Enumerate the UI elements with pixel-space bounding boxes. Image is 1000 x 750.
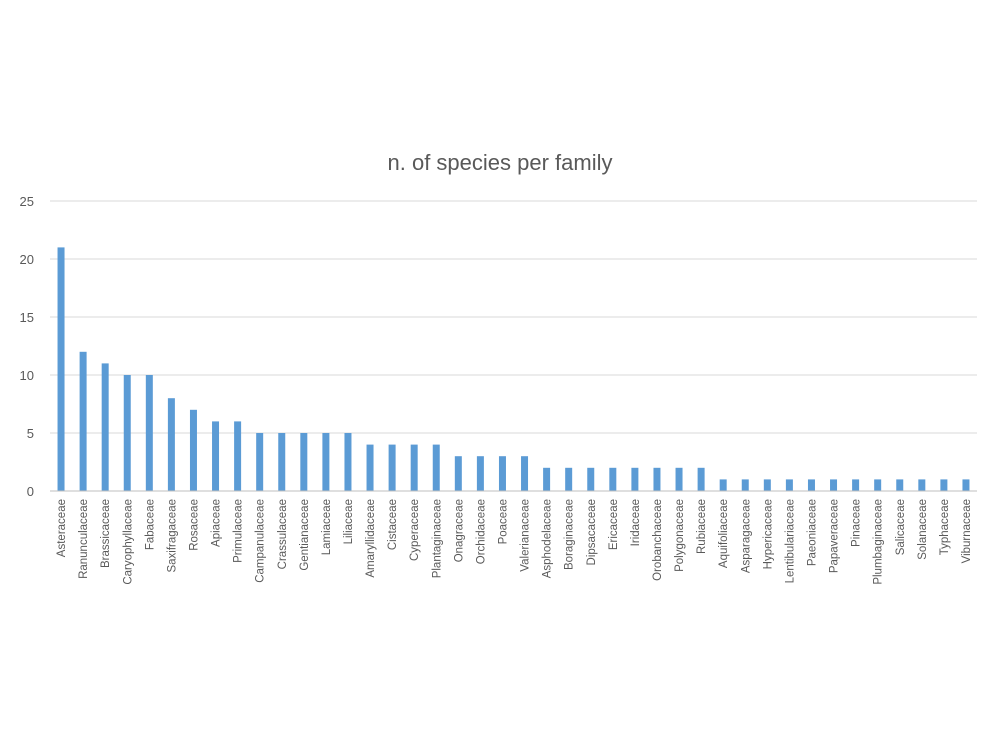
x-tick-label: Dipsacaceae xyxy=(586,499,598,565)
x-tick-label: Plumbaginaceae xyxy=(873,499,885,585)
bar-caryophyllaceae xyxy=(123,375,131,491)
x-tick-label: Ericaceae xyxy=(608,499,620,550)
y-tick-label: 5 xyxy=(27,426,34,441)
bar-paeoniaceae xyxy=(807,479,815,491)
bar-plantaginaceae xyxy=(432,444,440,491)
bar-campanulaceae xyxy=(256,433,264,491)
bar-primulaceae xyxy=(234,421,242,491)
bar-plumbaginaceae xyxy=(874,479,882,491)
bar-hypericaceae xyxy=(763,479,771,491)
bar-fabaceae xyxy=(145,375,153,491)
bar-asphodelaceae xyxy=(543,467,551,491)
bar-asparagaceae xyxy=(741,479,749,491)
x-tick-label: Papaveraceae xyxy=(829,499,841,573)
bar-cistaceae xyxy=(388,444,396,491)
x-tick-label: Plantaginaceae xyxy=(431,499,443,578)
x-tick-label: Iridaceae xyxy=(630,499,642,546)
bar-ericaceae xyxy=(609,467,617,491)
y-tick-label: 25 xyxy=(20,194,34,209)
x-tick-label: Asparagaceae xyxy=(740,499,752,573)
x-tick-label: Fabaceae xyxy=(144,499,156,550)
gridlines xyxy=(50,200,977,434)
x-tick-label: Caryophyllaceae xyxy=(122,499,134,585)
x-tick-label: Asphodelaceae xyxy=(542,499,554,578)
x-tick-label: Rosaceae xyxy=(188,499,200,551)
y-tick-label: 10 xyxy=(20,368,34,383)
bar-brassicaceae xyxy=(101,363,109,491)
y-axis-ticks: 0 5 10 15 20 25 xyxy=(20,194,34,499)
x-tick-label: Brassicaceae xyxy=(100,499,112,568)
bar-asteraceae xyxy=(57,247,65,491)
x-tick-label: Lentibulariaceae xyxy=(784,499,796,583)
x-tick-label: Onagraceae xyxy=(453,499,465,562)
bar-onagraceae xyxy=(454,456,462,491)
bar-lentibulariaceae xyxy=(785,479,793,491)
x-tick-label: Saxifragaceae xyxy=(166,499,178,573)
bar-rosaceae xyxy=(189,409,197,491)
x-tick-label: Orchidaceae xyxy=(475,499,487,564)
x-tick-label: Gentianaceae xyxy=(299,499,311,571)
x-tick-label: Lamiaceae xyxy=(321,499,333,555)
x-tick-label: Valerianaceae xyxy=(520,499,532,572)
bar-pinaceae xyxy=(852,479,860,491)
chart-title: n. of species per family xyxy=(388,150,613,175)
x-tick-label: Solanaceae xyxy=(917,499,929,560)
x-tick-label: Typhaceae xyxy=(939,499,951,555)
y-tick-label: 20 xyxy=(20,252,34,267)
bar-saxifragaceae xyxy=(167,398,175,491)
bar-liliaceae xyxy=(344,433,352,491)
x-tick-label: Poaceae xyxy=(497,499,509,544)
x-tick-label: Aquifoliaceae xyxy=(718,499,730,568)
x-tick-label: Cistaceae xyxy=(387,499,399,550)
bars xyxy=(57,247,970,491)
bar-lamiaceae xyxy=(322,433,330,491)
x-tick-label: Hypericaceae xyxy=(762,499,774,569)
bar-gentianaceae xyxy=(300,433,308,491)
x-tick-label: Crassulaceae xyxy=(277,499,289,569)
bar-cyperaceae xyxy=(410,444,418,491)
x-tick-label: Apiaceae xyxy=(211,499,223,547)
x-tick-label: Paeoniaceae xyxy=(806,499,818,566)
bar-apiaceae xyxy=(212,421,220,491)
bar-dipsacaceae xyxy=(587,467,595,491)
x-tick-label: Viburnaceae xyxy=(961,499,973,563)
x-tick-label: Campanulaceae xyxy=(255,499,267,583)
bar-ranunculaceae xyxy=(79,351,87,491)
x-tick-label: Ranunculaceae xyxy=(78,499,90,579)
x-tick-label: Amaryllidaceae xyxy=(365,499,377,578)
bar-orchidaceae xyxy=(476,456,484,491)
x-tick-label: Cyperaceae xyxy=(409,499,421,561)
bar-orobanchaceae xyxy=(653,467,661,491)
bar-polygonaceae xyxy=(675,467,683,491)
bar-poaceae xyxy=(498,456,506,491)
bar-solanaceae xyxy=(918,479,926,491)
bar-iridaceae xyxy=(631,467,639,491)
bar-aquifoliaceae xyxy=(719,479,727,491)
bar-viburnaceae xyxy=(962,479,970,491)
bar-papaveraceae xyxy=(830,479,838,491)
bar-rubiaceae xyxy=(697,467,705,491)
bar-crassulaceae xyxy=(278,433,286,491)
bar-boraginaceae xyxy=(565,467,573,491)
x-tick-label: Rubiaceae xyxy=(696,499,708,554)
bar-valerianaceae xyxy=(521,456,529,491)
x-tick-label: Salicaceae xyxy=(895,499,907,555)
x-tick-label: Orobanchaceae xyxy=(652,499,664,581)
bar-amaryllidaceae xyxy=(366,444,374,491)
x-axis-ticks: Asteraceae Ranunculaceae Brassicaceae Caryo… xyxy=(56,499,973,585)
x-tick-label: Boraginaceae xyxy=(564,499,576,570)
x-tick-label: Polygonaceae xyxy=(674,499,686,572)
y-tick-label: 0 xyxy=(27,484,34,499)
x-tick-label: Liliaceae xyxy=(343,499,355,544)
x-tick-label: Asteraceae xyxy=(56,499,68,557)
x-tick-label: Primulaceae xyxy=(233,499,245,563)
y-tick-label: 15 xyxy=(20,310,34,325)
x-tick-label: Pinaceae xyxy=(851,499,863,547)
bar-salicaceae xyxy=(896,479,904,491)
bar-typhaceae xyxy=(940,479,948,491)
